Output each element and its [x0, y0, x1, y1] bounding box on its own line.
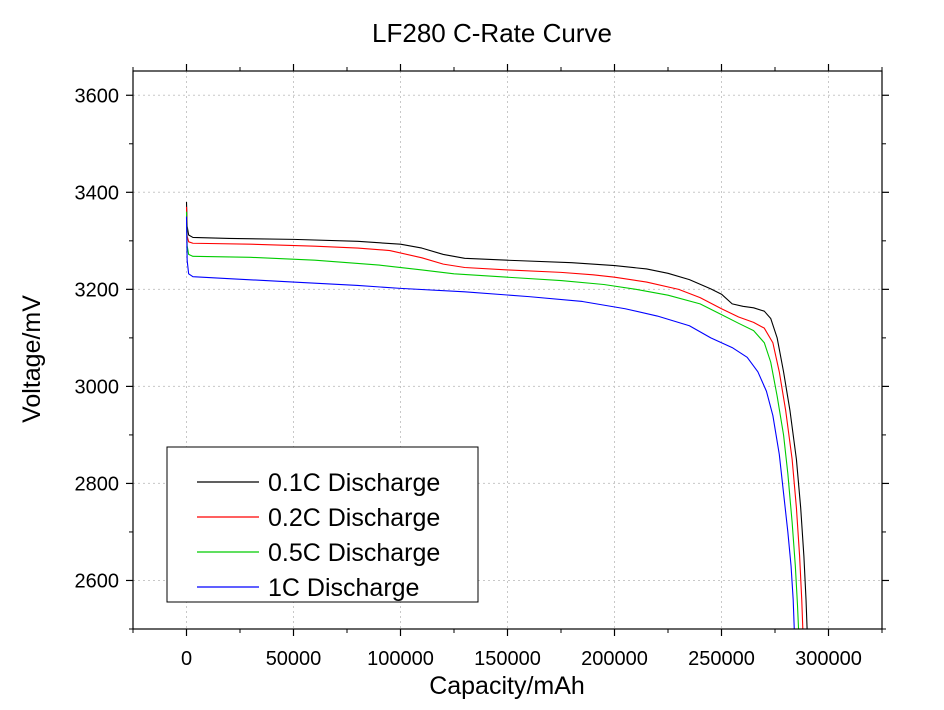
legend-label: 1C Discharge	[268, 574, 419, 602]
series-line-4	[185, 216, 795, 629]
series-layer	[185, 201, 808, 629]
x-tick-label: 300000	[795, 648, 862, 670]
x-tick-label: 200000	[581, 648, 648, 670]
y-tick-label: 2600	[75, 570, 120, 592]
tick-labels: 0 50000 100000 150000 200000 250000 300000 2600…	[75, 85, 862, 670]
x-axis-title: Capacity/mAh	[429, 672, 585, 700]
series-line-3	[185, 211, 800, 629]
y-tick-label: 3200	[75, 279, 120, 301]
x-tick-label: 50000	[266, 648, 322, 670]
ticks	[126, 64, 889, 636]
x-tick-label: 250000	[688, 648, 755, 670]
legend-box	[166, 446, 479, 603]
legend: 0.1C Discharge 0.2C Discharge 0.5C Dischar…	[166, 446, 479, 603]
series-line-2	[185, 206, 804, 629]
legend-label: 0.1C Discharge	[268, 469, 440, 497]
x-tick-label: 0	[181, 648, 192, 670]
x-tick-label: 100000	[367, 648, 434, 670]
legend-label: 0.5C Discharge	[268, 539, 440, 567]
chart-title: LF280 C-Rate Curve	[372, 18, 612, 48]
y-axis-title: Voltage/mV	[18, 295, 46, 423]
legend-label: 0.2C Discharge	[268, 504, 440, 532]
x-tick-label: 150000	[474, 648, 541, 670]
y-tick-label: 3600	[75, 85, 120, 107]
series-line-1	[185, 201, 808, 629]
y-tick-label: 2800	[75, 473, 120, 495]
y-tick-label: 3000	[75, 376, 120, 398]
y-tick-label: 3400	[75, 182, 120, 204]
